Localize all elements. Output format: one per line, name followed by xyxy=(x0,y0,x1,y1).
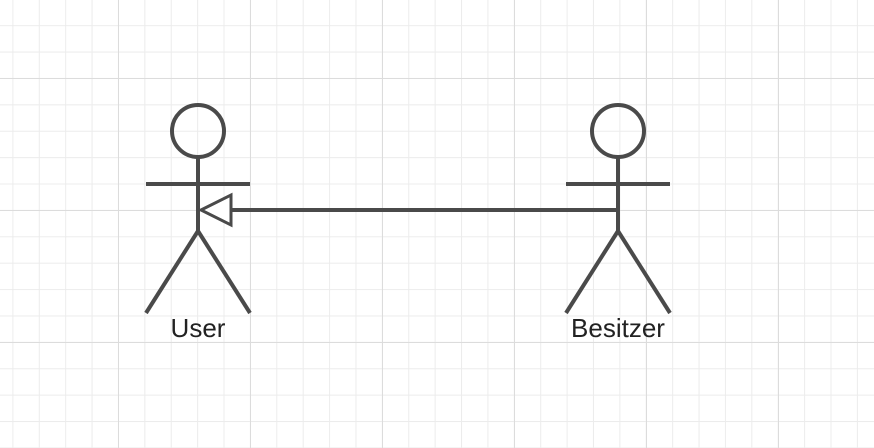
actor-user-label: User xyxy=(170,313,226,343)
actor-user-left-leg xyxy=(144,229,200,315)
actor-besitzer-left-leg xyxy=(564,229,620,315)
generalization-arrowhead-icon xyxy=(197,192,233,228)
actor-besitzer-right-leg xyxy=(616,229,672,315)
generalization-besitzer-to-user[interactable] xyxy=(197,192,618,228)
actor-user-right-leg xyxy=(196,229,252,315)
actor-besitzer-label: Besitzer xyxy=(571,313,665,343)
actor-user[interactable] xyxy=(144,103,252,315)
actor-besitzer-head xyxy=(590,103,646,159)
actor-besitzer[interactable] xyxy=(564,103,672,315)
actor-user-head xyxy=(170,103,226,159)
